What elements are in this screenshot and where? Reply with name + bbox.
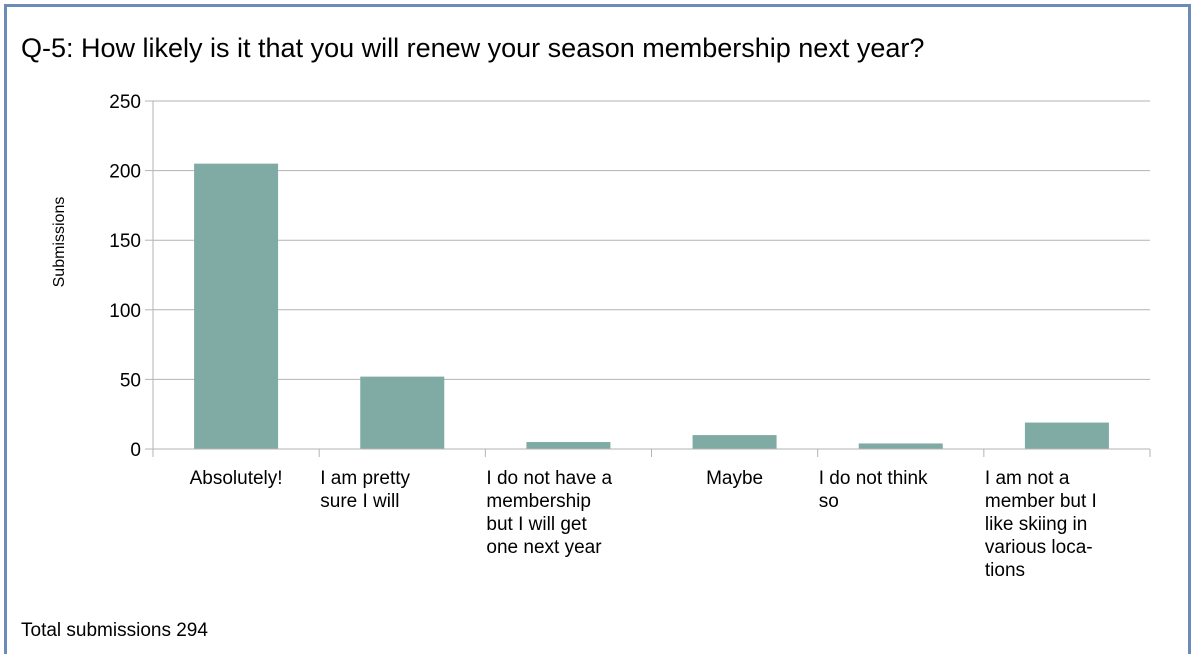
bar [692,435,777,449]
x-tick-label: I am pretty sure I will [320,468,410,512]
x-tick-labels: Absolutely! I am pretty sure I will I do no… [190,468,1097,581]
bar [1024,422,1109,449]
bar [526,442,611,449]
y-tick-label: 100 [109,301,141,322]
bar [194,163,279,449]
y-tick-label: 200 [109,162,141,183]
x-tick-label: I do not think so [819,468,928,512]
y-tick-label: 0 [130,440,141,461]
x-tick-label: Maybe [706,468,763,489]
total-submissions: Total submissions 294 [21,620,208,641]
y-tick-labels: 0 50 100 150 200 250 [109,92,141,461]
bars [194,163,1109,449]
x-tick-label: I do not have a membership but I will get o… [486,468,612,558]
y-axis-label: Submissions [51,197,68,288]
y-tick-label: 250 [109,92,141,113]
y-tick-label: 150 [109,231,141,252]
chart-title: Q-5: How likely is it that you will rene… [21,33,925,63]
gridlines [145,100,1150,450]
x-tick-label: Absolutely! [190,468,283,489]
y-tick-label: 50 [120,370,141,391]
axes [152,101,1151,457]
bar [360,376,445,449]
bar [858,443,943,449]
